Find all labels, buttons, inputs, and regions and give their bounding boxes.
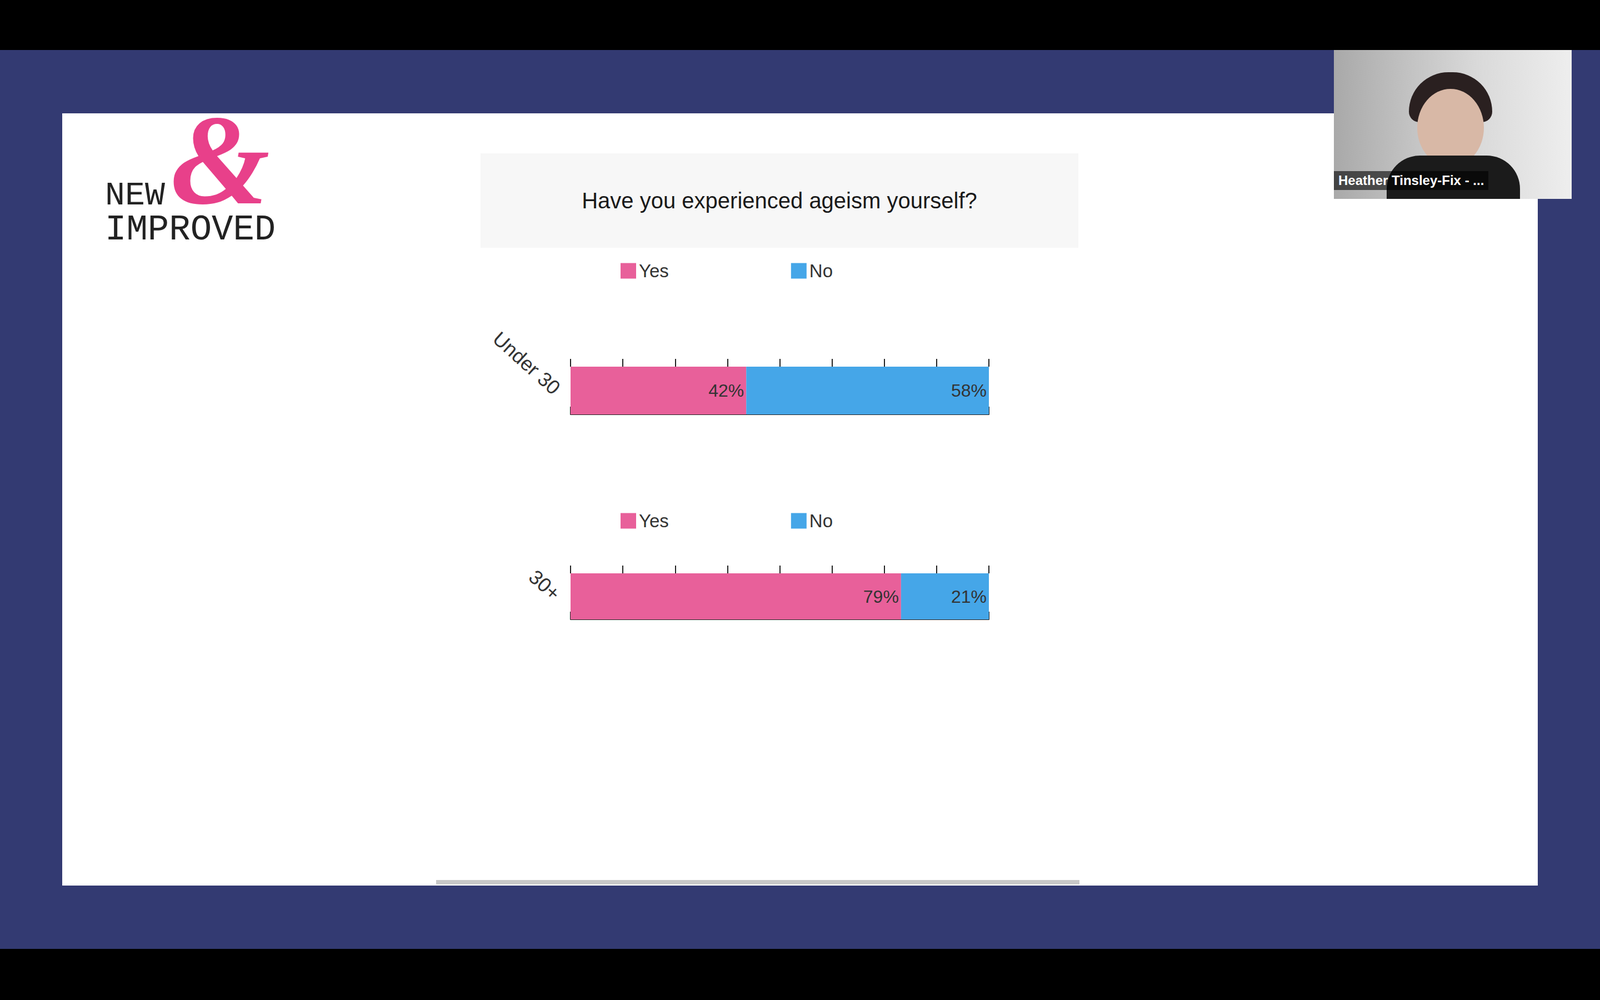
svg-text:21%: 21% <box>951 586 987 607</box>
html-text:IMPROVED: IMPROVED <box>105 210 276 250</box>
html-text:Heather Tinsley-Fix - ...: Heather Tinsley-Fix - ... <box>1338 172 1485 188</box>
html-text:Have you experienced ageism yo: Have you experienced ageism yourself? <box>581 188 978 213</box>
svg-text:Yes: Yes <box>638 510 669 532</box>
svg-text:58%: 58% <box>951 380 987 401</box>
svg-text:30+: 30+ <box>524 565 565 605</box>
svg-text:Under 30: Under 30 <box>488 327 565 400</box>
svg-text:No: No <box>809 260 833 282</box>
svg-text:Yes: Yes <box>638 260 669 282</box>
svg-text:No: No <box>809 510 833 532</box>
svg-text:79%: 79% <box>863 586 899 607</box>
html-text:NEW: NEW <box>105 176 165 215</box>
svg-text:42%: 42% <box>708 380 744 401</box>
